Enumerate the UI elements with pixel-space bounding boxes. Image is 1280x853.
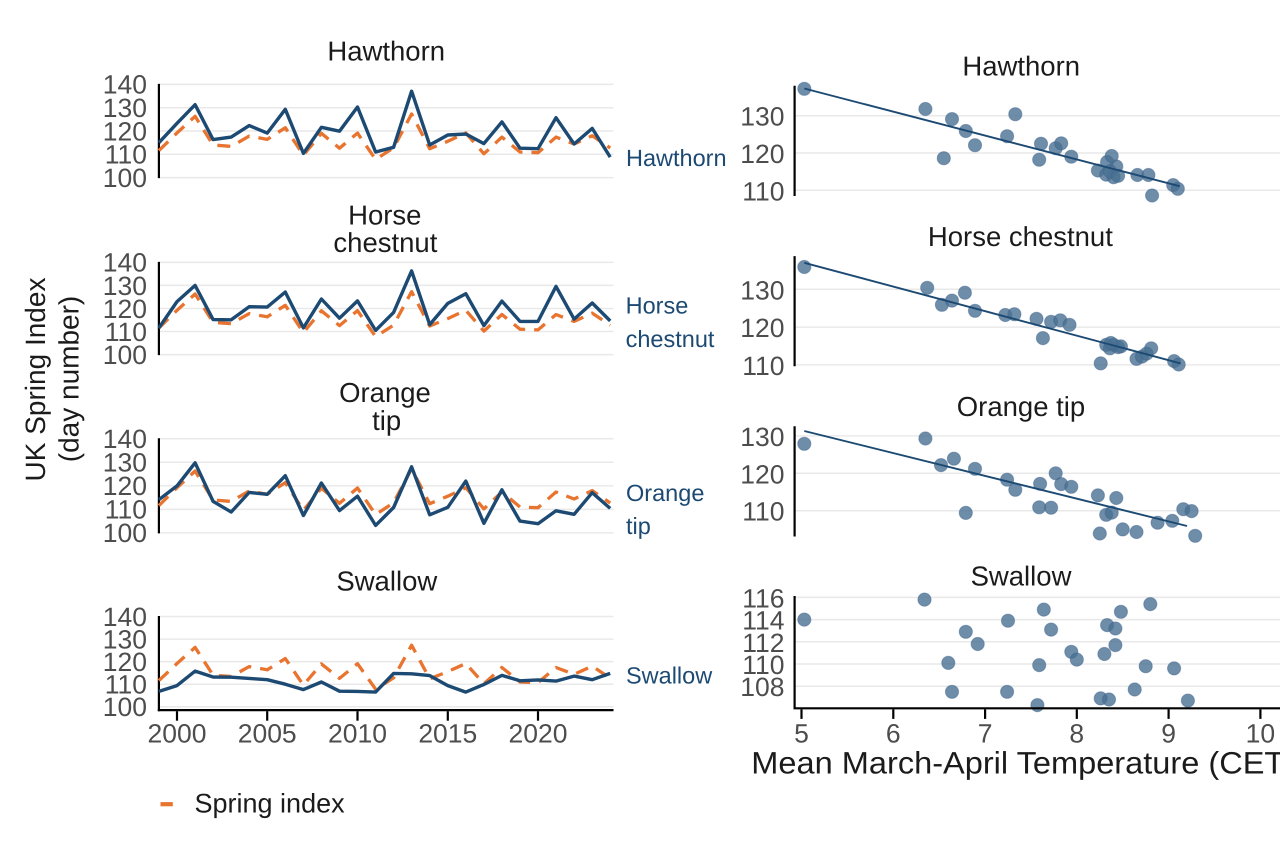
- svg-text:2010: 2010: [328, 719, 387, 749]
- svg-text:Hawthorn: Hawthorn: [962, 51, 1080, 82]
- svg-text:110: 110: [105, 140, 147, 170]
- svg-text:110: 110: [742, 497, 784, 527]
- svg-text:100: 100: [103, 518, 147, 548]
- svg-text:100: 100: [103, 163, 147, 193]
- svg-text:130: 130: [740, 275, 784, 305]
- svg-text:110: 110: [742, 176, 784, 206]
- svg-text:2005: 2005: [238, 719, 297, 749]
- svg-text:140: 140: [103, 248, 147, 278]
- svg-text:140: 140: [103, 70, 147, 100]
- svg-text:Hawthorn: Hawthorn: [626, 145, 727, 171]
- svg-text:2000: 2000: [148, 719, 207, 749]
- svg-text:8: 8: [1069, 719, 1084, 749]
- svg-text:108: 108: [740, 672, 784, 702]
- svg-text:100: 100: [103, 692, 147, 722]
- svg-text:110: 110: [105, 495, 147, 525]
- svg-text:110: 110: [742, 650, 784, 680]
- svg-text:tip: tip: [372, 405, 401, 436]
- svg-text:2020: 2020: [509, 719, 568, 749]
- svg-text:110: 110: [105, 317, 147, 347]
- svg-text:Orange: Orange: [339, 377, 431, 408]
- svg-text:116: 116: [742, 583, 784, 613]
- svg-text:6: 6: [886, 719, 901, 749]
- svg-text:5: 5: [794, 719, 809, 749]
- svg-text:130: 130: [103, 271, 147, 301]
- svg-text:120: 120: [103, 471, 147, 501]
- svg-text:120: 120: [740, 313, 784, 343]
- svg-text:112: 112: [742, 628, 784, 658]
- svg-text:Swallow: Swallow: [971, 561, 1072, 592]
- svg-text:Orange: Orange: [626, 480, 704, 506]
- svg-text:Swallow: Swallow: [336, 565, 437, 596]
- svg-text:Horse: Horse: [348, 200, 421, 231]
- svg-text:(day number): (day number): [54, 296, 85, 463]
- svg-text:Horse: Horse: [626, 293, 689, 319]
- svg-text:120: 120: [103, 647, 147, 677]
- svg-text:130: 130: [740, 102, 784, 132]
- svg-text:chestnut: chestnut: [333, 227, 437, 258]
- svg-text:130: 130: [103, 448, 147, 478]
- svg-text:9: 9: [1161, 719, 1176, 749]
- svg-text:110: 110: [105, 670, 147, 700]
- svg-text:Orange tip: Orange tip: [957, 391, 1085, 422]
- svg-text:120: 120: [103, 116, 147, 146]
- svg-text:110: 110: [742, 351, 784, 381]
- svg-text:10: 10: [1246, 719, 1275, 749]
- svg-text:Spring index: Spring index: [195, 789, 346, 819]
- svg-text:130: 130: [103, 624, 147, 654]
- svg-text:Hawthorn: Hawthorn: [327, 36, 445, 67]
- svg-text:120: 120: [103, 294, 147, 324]
- svg-text:Mean March-April Temperature (: Mean March-April Temperature (CET: [751, 746, 1280, 781]
- svg-text:140: 140: [103, 602, 147, 632]
- svg-text:100: 100: [103, 340, 147, 370]
- svg-text:130: 130: [740, 422, 784, 452]
- svg-text:Swallow: Swallow: [626, 663, 713, 689]
- svg-text:140: 140: [103, 424, 147, 454]
- svg-text:114: 114: [742, 606, 784, 636]
- svg-text:120: 120: [740, 139, 784, 169]
- svg-text:chestnut: chestnut: [626, 326, 715, 352]
- svg-text:2015: 2015: [418, 719, 477, 749]
- svg-text:130: 130: [103, 93, 147, 123]
- svg-text:120: 120: [740, 459, 784, 489]
- svg-text:7: 7: [978, 719, 993, 749]
- svg-text:tip: tip: [626, 513, 651, 539]
- svg-text:UK Spring Index: UK Spring Index: [20, 278, 51, 482]
- svg-text:Horse chestnut: Horse chestnut: [928, 221, 1113, 252]
